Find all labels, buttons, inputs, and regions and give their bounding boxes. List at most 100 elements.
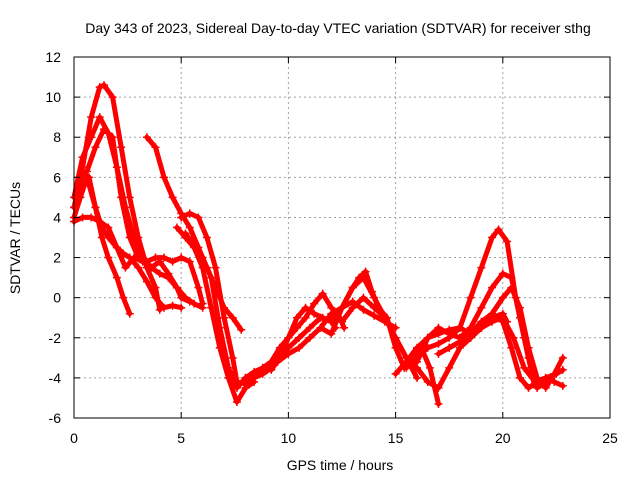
data-point: [445, 363, 454, 372]
data-point: [477, 263, 486, 272]
data-point: [507, 343, 516, 352]
data-point: [515, 303, 524, 312]
data-point: [515, 373, 524, 382]
data-point: [425, 363, 434, 372]
x-tick-label: 15: [388, 430, 404, 446]
data-point: [524, 383, 533, 392]
data-point: [172, 223, 181, 232]
data-point: [338, 303, 346, 312]
data-point: [160, 173, 169, 182]
data-point: [488, 309, 497, 318]
data-point: [185, 297, 194, 306]
y-tick-label: 4: [53, 209, 61, 225]
data-point: [91, 143, 100, 152]
data-point: [91, 203, 100, 212]
data-point: [273, 353, 282, 362]
data-point: [250, 377, 259, 386]
data-point: [202, 233, 211, 242]
data-point: [455, 323, 464, 332]
data-point: [87, 133, 96, 142]
data-point: [211, 263, 220, 272]
data-point: [284, 343, 293, 352]
data-point: [168, 193, 177, 202]
series-line: [183, 231, 339, 391]
data-point: [138, 257, 147, 266]
x-axis-label: GPS time / hours: [287, 457, 394, 473]
data-point: [121, 263, 130, 272]
data-point: [117, 193, 126, 202]
data-point: [177, 213, 186, 222]
plot-frame: [73, 56, 611, 419]
data-point: [172, 283, 181, 292]
axis-ticks: 0 5 10 15 20 25 -6 -4 -2 0 2 4 6 8 10 12: [45, 49, 618, 446]
data-point: [241, 373, 250, 382]
data-point: [198, 253, 207, 262]
data-point: [97, 233, 106, 242]
data-point: [82, 173, 91, 182]
data-point: [434, 383, 443, 392]
data-point: [177, 303, 186, 312]
data-point: [78, 153, 87, 162]
data-point: [100, 81, 109, 90]
data-point: [359, 305, 368, 314]
data-point: [558, 365, 567, 374]
y-tick-label: 0: [53, 290, 61, 306]
data-point: [318, 289, 327, 298]
data-point: [434, 339, 443, 348]
data-point: [284, 333, 293, 342]
data-point: [445, 329, 454, 338]
data-point: [224, 363, 233, 372]
data-point: [434, 399, 443, 408]
data-point: [142, 133, 151, 142]
data-point: [95, 113, 104, 122]
data-point: [177, 253, 186, 262]
data-point: [125, 193, 134, 202]
series-line: [243, 291, 347, 381]
data-point: [558, 353, 567, 362]
data-point: [361, 267, 370, 276]
data-point: [301, 303, 310, 312]
data-point: [301, 313, 310, 322]
y-tick-label: -4: [49, 370, 62, 386]
data-point: [305, 323, 314, 332]
y-tick-label: 12: [45, 49, 61, 65]
data-point: [76, 193, 85, 202]
data-point: [413, 373, 422, 382]
data-point: [316, 313, 325, 322]
data-point: [125, 253, 134, 262]
data-point: [368, 287, 377, 296]
data-point: [190, 299, 199, 308]
data-point: [370, 311, 379, 320]
data-point: [185, 223, 194, 232]
data-point: [327, 329, 336, 338]
data-point: [78, 169, 87, 178]
data-point: [194, 283, 203, 292]
data-point: [355, 273, 364, 282]
data-point: [241, 383, 250, 392]
data-point: [151, 253, 160, 262]
data-point: [503, 237, 512, 246]
data-point: [488, 233, 497, 242]
series-line: [71, 82, 163, 313]
data-point: [160, 253, 169, 262]
data-point: [147, 263, 156, 272]
data-point: [498, 317, 507, 326]
data-point: [142, 277, 151, 286]
data-point: [305, 333, 314, 342]
data-point: [160, 303, 169, 312]
data-point: [185, 257, 194, 266]
y-tick-label: 10: [45, 89, 61, 105]
x-tick-label: 20: [495, 430, 511, 446]
data-point: [292, 323, 301, 332]
data-point: [423, 333, 432, 342]
x-tick-label: 25: [602, 430, 618, 446]
data-point: [498, 293, 507, 302]
data-point: [391, 369, 400, 378]
data-point: [228, 353, 237, 362]
x-tick-label: 10: [281, 430, 297, 446]
data-point: [558, 381, 567, 390]
data-point: [455, 333, 464, 342]
data-point: [119, 293, 128, 302]
data-point: [119, 249, 128, 258]
